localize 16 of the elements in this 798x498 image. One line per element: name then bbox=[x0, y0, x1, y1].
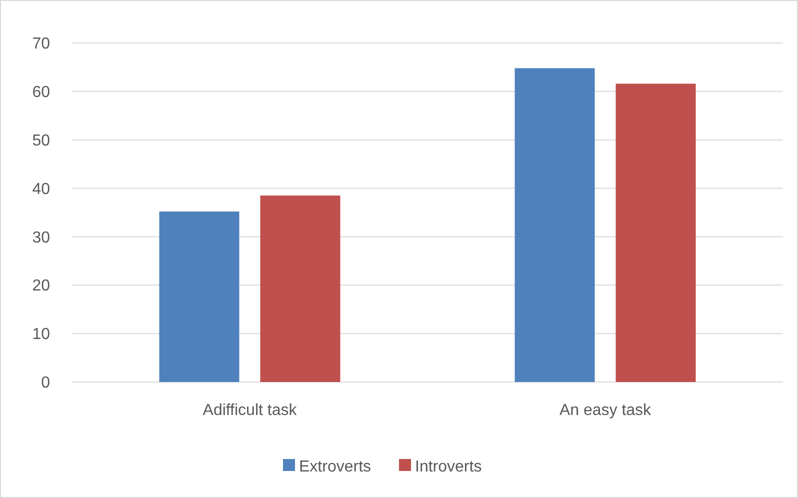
x-tick-label: Adifficult task bbox=[202, 402, 298, 419]
y-tick-label: 40 bbox=[32, 180, 50, 198]
y-tick-label: 0 bbox=[41, 374, 50, 392]
y-tick-label: 60 bbox=[32, 84, 50, 102]
legend-label: Extroverts bbox=[299, 458, 372, 476]
y-tick-label: 10 bbox=[32, 326, 50, 344]
y-tick-label: 50 bbox=[32, 132, 50, 150]
y-tick-label: 70 bbox=[32, 36, 50, 53]
y-tick-label: 20 bbox=[32, 278, 50, 295]
x-tick-label: An easy task bbox=[559, 402, 652, 419]
bar bbox=[616, 84, 696, 382]
y-tick-label: 30 bbox=[32, 229, 50, 246]
bar bbox=[159, 212, 240, 382]
legend-label: Introverts bbox=[415, 458, 482, 476]
bar bbox=[514, 68, 595, 382]
bar bbox=[260, 196, 340, 382]
